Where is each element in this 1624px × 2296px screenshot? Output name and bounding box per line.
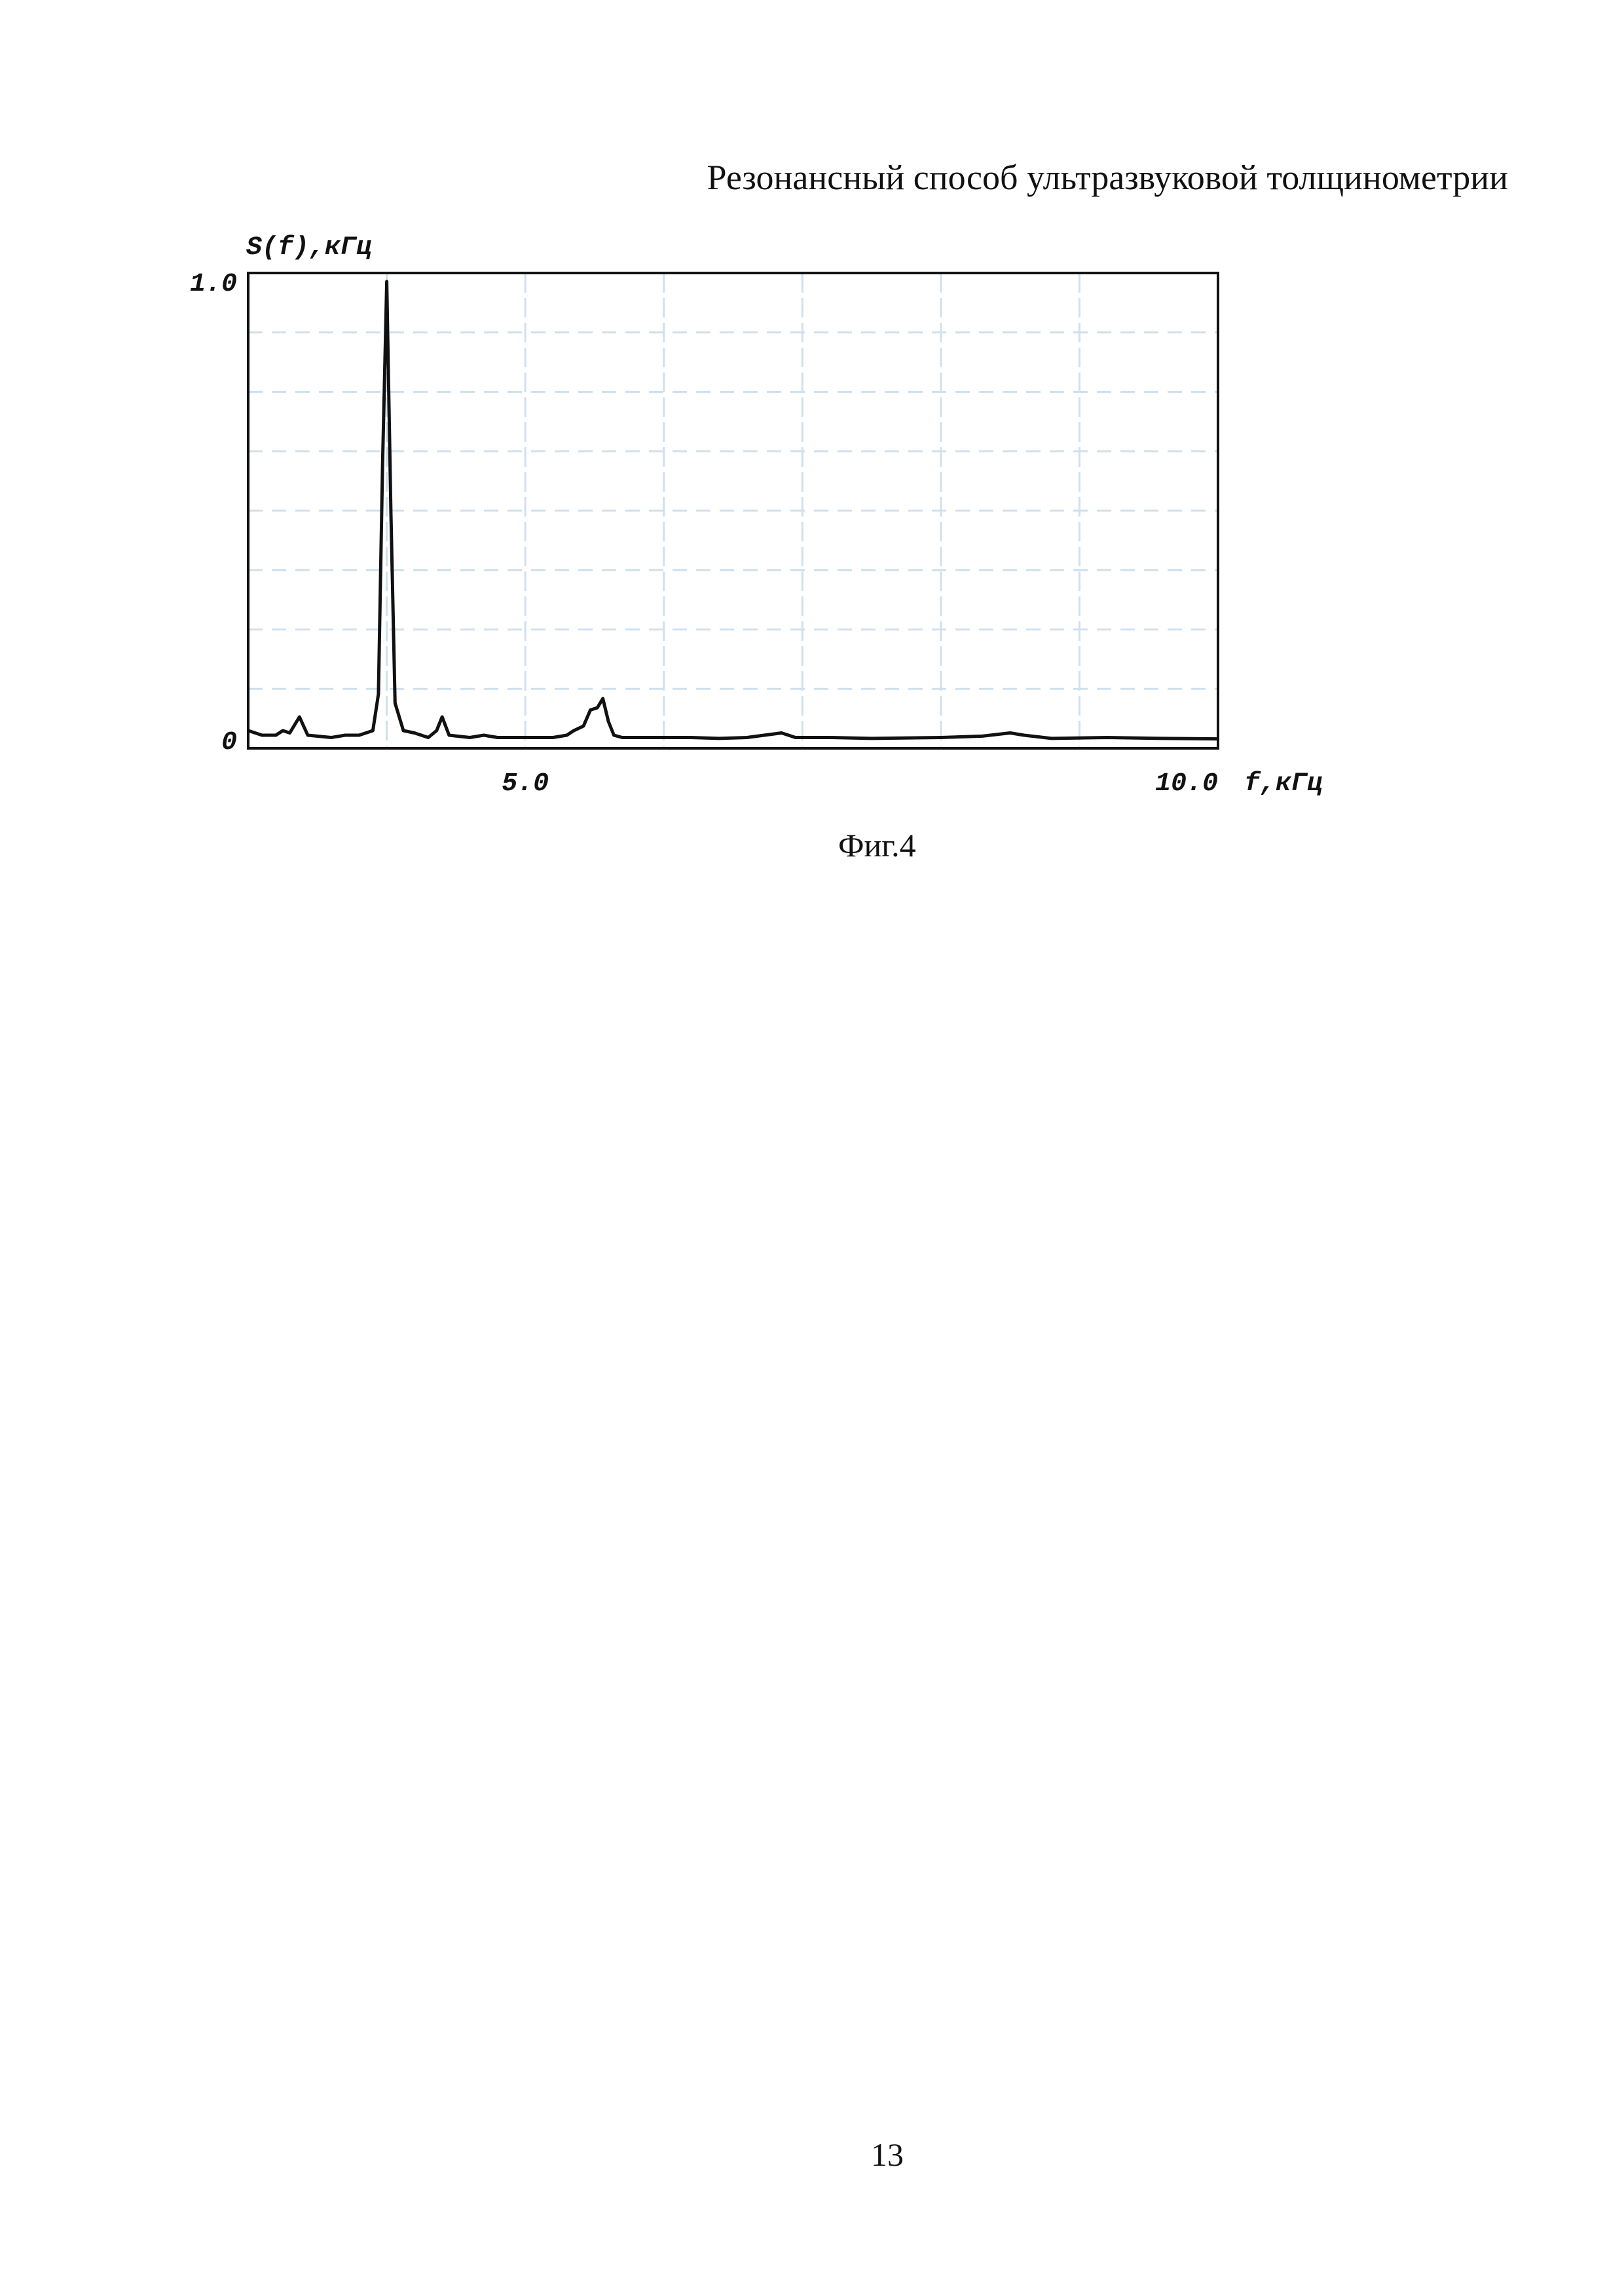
y-tick-label: 0 xyxy=(221,728,237,757)
x-tick-label: 5.0 xyxy=(502,769,549,799)
y-tick-label: 1.0 xyxy=(190,270,237,299)
y-axis-label: S(f),кГц xyxy=(246,233,372,263)
page-number: 13 xyxy=(871,2136,904,2174)
x-axis-label: f,кГц xyxy=(1244,769,1323,799)
figure-caption: Фиг.4 xyxy=(838,826,916,864)
spectrum-chart: S(f),кГц f,кГц 5.0 10.0 0 1.0 xyxy=(0,0,1624,825)
x-tick-label: 10.0 xyxy=(1155,769,1218,799)
